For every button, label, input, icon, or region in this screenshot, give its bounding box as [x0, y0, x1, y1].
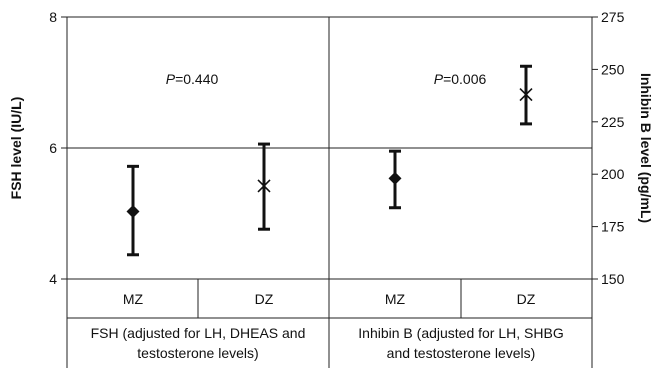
p-value-label: P=0.440	[166, 71, 219, 87]
labels-layer: P=0.440 FSH (adjusted for LH, DHEAS and te…	[91, 71, 564, 361]
left-tick-label: 8	[49, 9, 57, 25]
data-point-x	[519, 87, 533, 102]
right-tick-label: 225	[601, 114, 625, 130]
data-point-diamond	[126, 205, 140, 219]
right-axis-title: Inhibin B level (pg/mL)	[638, 73, 654, 223]
data-point-x-stroke	[519, 87, 533, 102]
data-point-diamond	[388, 171, 402, 185]
marks-layer	[126, 64, 533, 257]
p-value-label: P=0.006	[434, 71, 487, 87]
group-label-line: Inhibin B (adjusted for LH, SHBG	[358, 325, 563, 341]
category-label: MZ	[123, 291, 144, 307]
group-label-line: and testosterone levels)	[387, 345, 536, 361]
group-label-line: FSH (adjusted for LH, DHEAS and	[91, 325, 306, 341]
data-point-x-stroke	[257, 179, 271, 193]
right-tick-label: 250	[601, 61, 625, 77]
left-tick-label: 4	[49, 271, 57, 287]
category-label: MZ	[385, 291, 406, 307]
left-axis-title: FSH level (IU/L)	[8, 97, 24, 200]
right-tick-label: 275	[601, 9, 625, 25]
ticks-layer: 4 6 8 150 175 200 225 250 275	[49, 9, 624, 287]
right-tick-label: 200	[601, 166, 625, 182]
right-tick-label: 175	[601, 219, 625, 235]
right-tick-label: 150	[601, 271, 625, 287]
left-tick-label: 6	[49, 140, 57, 156]
data-point-x	[257, 179, 271, 193]
category-label: DZ	[517, 291, 536, 307]
group-label-line: testosterone levels)	[137, 345, 258, 361]
category-label: DZ	[255, 291, 274, 307]
